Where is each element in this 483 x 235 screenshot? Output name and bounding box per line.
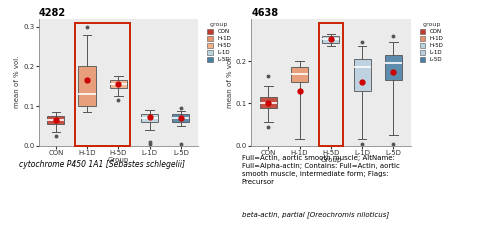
Legend: CON, H-1D, H-5D, L-1D, L-5D: CON, H-1D, H-5D, L-1D, L-5D [418, 20, 445, 64]
PathPatch shape [110, 80, 127, 88]
Text: 4282: 4282 [39, 8, 66, 18]
PathPatch shape [78, 66, 96, 106]
X-axis label: Group: Group [108, 157, 129, 163]
X-axis label: Group: Group [320, 157, 341, 163]
Text: cytochrome P450 1A1 [Sebastes schlegelii]: cytochrome P450 1A1 [Sebastes schlegelii… [19, 160, 185, 169]
Bar [319, 23, 343, 146]
Text: beta-actin, partial [Oreochromis niloticus]: beta-actin, partial [Oreochromis nilotic… [242, 212, 389, 218]
Y-axis label: mean of % vol.: mean of % vol. [14, 56, 20, 109]
Legend: CON, H-1D, H-5D, L-1D, L-5D: CON, H-1D, H-5D, L-1D, L-5D [206, 20, 233, 64]
Bar [75, 23, 130, 146]
PathPatch shape [47, 116, 64, 124]
Text: 4638: 4638 [251, 8, 278, 18]
PathPatch shape [141, 114, 158, 122]
PathPatch shape [172, 114, 189, 122]
PathPatch shape [260, 97, 277, 108]
PathPatch shape [322, 36, 340, 43]
Text: Full=Actin, aortic smooth muscle; AltName:
Full=Alpha-actin; Contains: Full=Acti: Full=Actin, aortic smooth muscle; AltNam… [242, 155, 399, 185]
Y-axis label: mean of % vol.: mean of % vol. [227, 56, 233, 109]
PathPatch shape [385, 55, 402, 80]
PathPatch shape [354, 59, 371, 91]
PathPatch shape [291, 67, 308, 82]
